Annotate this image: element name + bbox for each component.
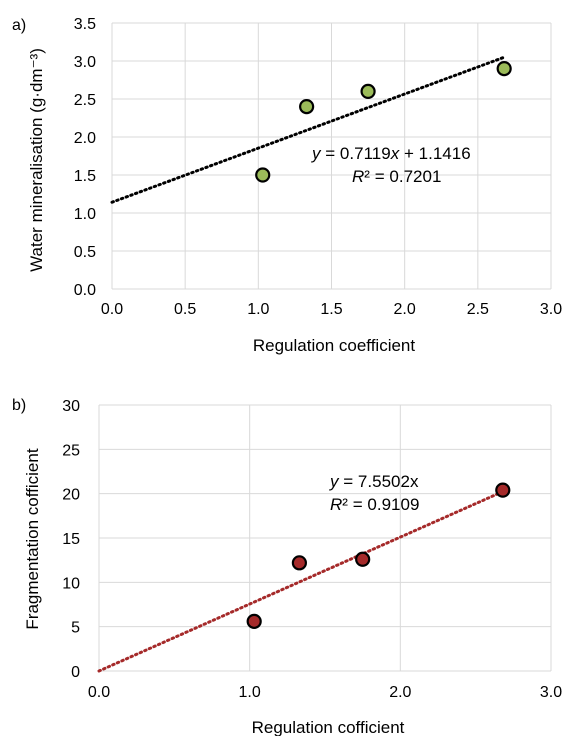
panel-a-points: [255, 60, 512, 183]
y-tick-label: 3.0: [74, 54, 96, 71]
x-tick-label: 0.0: [88, 684, 110, 701]
y-tick-label: 0.5: [74, 244, 96, 261]
panel-a-x-ticks: 0.0 0.5 1.0 1.5 2.0 2.5 3.0: [101, 301, 562, 318]
y-tick-label: 20: [62, 487, 80, 504]
panel-b-r2: R² = 0.9109: [330, 495, 419, 514]
panel-b-x-axis-title: Regulation cofficient: [252, 718, 405, 736]
data-point: [246, 613, 262, 629]
data-point: [299, 98, 315, 115]
x-tick-label: 1.0: [239, 684, 261, 701]
y-tick-label: 2.0: [74, 130, 96, 147]
panel-b-points: [246, 482, 511, 629]
panel-b-gridlines: [98, 404, 552, 672]
panel-a-x-axis-title: Regulation coefficient: [253, 336, 416, 355]
y-tick-label: 1.0: [74, 206, 96, 223]
x-tick-label: 2.0: [394, 301, 416, 318]
panel-b: b) 0.0 1.0 2.0 3.0 0 5 10 15 20 25 30 Regulation …: [12, 397, 562, 736]
y-tick-label: 2.5: [74, 92, 96, 109]
x-tick-label: 0.5: [174, 301, 196, 318]
trendline: [110, 55, 506, 204]
data-point: [360, 83, 376, 100]
y-tick-label: 15: [62, 531, 80, 548]
data-point: [355, 551, 371, 567]
data-point: [495, 482, 511, 498]
panel-a: a) 0.0 0.5 1.0 1.5 2.0 2.5 3.0 0.0 0.5 1.0 1.5 2.0…: [12, 16, 562, 355]
y-tick-label: 5: [71, 620, 80, 637]
panel-b-y-axis-title: Fragmentation cofficient: [23, 448, 42, 629]
panel-b-y-ticks: 0 5 10 15 20 25 30: [62, 398, 80, 681]
x-tick-label: 2.5: [467, 301, 489, 318]
panel-a-equation: y = 0.7119x + 1.1416: [311, 144, 471, 163]
x-tick-label: 3.0: [540, 684, 562, 701]
y-tick-label: 30: [62, 398, 80, 415]
panel-b-equation: y = 7.5502x: [329, 472, 419, 491]
panel-a-y-ticks: 0.0 0.5 1.0 1.5 2.0 2.5 3.0 3.5: [74, 16, 96, 299]
panel-a-y-axis-title: Water mineralisation (g·dm⁻³): [27, 48, 46, 272]
panel-a-r2: R² = 0.7201: [352, 167, 441, 186]
panel-b-x-ticks: 0.0 1.0 2.0 3.0: [88, 684, 562, 701]
y-tick-label: 0: [71, 664, 80, 681]
x-tick-label: 0.0: [101, 301, 123, 318]
trendline: [97, 490, 505, 673]
y-tick-label: 10: [62, 575, 80, 592]
panel-b-trendline-group: [97, 490, 505, 673]
x-tick-label: 1.0: [247, 301, 269, 318]
y-tick-label: 0.0: [74, 282, 96, 299]
data-point: [291, 555, 307, 571]
x-tick-label: 3.0: [540, 301, 562, 318]
x-tick-label: 1.5: [320, 301, 342, 318]
panel-a-label: a): [12, 17, 26, 34]
y-tick-label: 1.5: [74, 168, 96, 185]
x-tick-label: 2.0: [389, 684, 411, 701]
data-point: [496, 60, 512, 77]
panel-b-label: b): [12, 397, 26, 414]
y-tick-label: 3.5: [74, 16, 96, 33]
data-point: [255, 167, 271, 183]
panel-a-trendline-group: [110, 55, 506, 204]
y-tick-label: 25: [62, 442, 80, 459]
